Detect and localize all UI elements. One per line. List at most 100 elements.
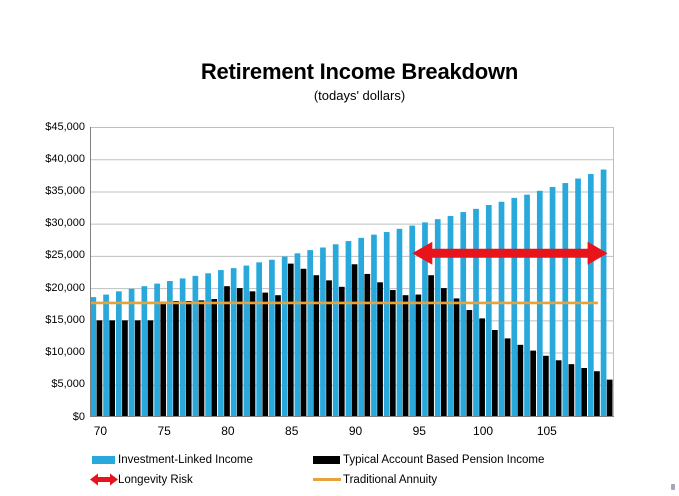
y-axis-label: $0 — [72, 410, 85, 423]
bar-investment-linked — [383, 232, 390, 417]
bar-investment-linked — [511, 197, 518, 417]
bar-investment-linked — [460, 212, 467, 417]
bar-pension — [173, 301, 179, 417]
bar-pension — [364, 273, 371, 417]
bar-pension — [377, 282, 383, 417]
bar-pension — [479, 318, 485, 417]
bar-investment-linked — [371, 234, 377, 417]
bar-pension — [440, 288, 447, 417]
bar-pension — [96, 320, 103, 417]
bar-investment-linked — [332, 244, 339, 417]
bar-investment-linked — [524, 194, 530, 417]
bar-pension — [122, 320, 128, 417]
bar-investment-linked — [154, 283, 160, 417]
bar-investment-linked — [269, 259, 275, 417]
bar-investment-linked — [243, 265, 250, 417]
x-axis-label: 80 — [221, 424, 235, 438]
bar-pension — [224, 286, 230, 417]
y-axis-label: $25,000 — [45, 249, 85, 262]
bar-pension — [504, 338, 511, 417]
y-axis-label: $5,000 — [51, 378, 85, 391]
x-axis-label: 95 — [412, 424, 426, 438]
bar-pension — [351, 264, 358, 417]
legend-label-annuity: Traditional Annuity — [343, 474, 438, 486]
bar-investment-linked — [90, 297, 97, 417]
bar-investment-linked — [434, 219, 441, 417]
bar-investment-linked — [103, 294, 109, 417]
bars-pension — [96, 263, 613, 417]
bar-investment-linked — [294, 253, 301, 417]
bar-investment-linked — [409, 225, 416, 417]
legend-label-investment-linked: Investment-Linked Income — [118, 454, 253, 466]
bar-pension — [453, 298, 460, 417]
y-axis-label: $10,000 — [45, 346, 85, 359]
bar-pension — [530, 350, 536, 417]
y-axis-label: $45,000 — [45, 120, 85, 133]
longevity-risk-arrow — [412, 241, 608, 265]
bar-investment-linked — [230, 268, 237, 417]
y-axis-label: $30,000 — [45, 217, 85, 230]
bar-pension — [338, 286, 345, 417]
x-axis-label: 90 — [348, 424, 363, 438]
bar-pension — [543, 355, 549, 417]
bar-investment-linked — [498, 201, 505, 417]
chart-title: Retirement Income Breakdown — [200, 59, 519, 84]
bar-pension — [581, 368, 588, 417]
bar-pension — [555, 360, 562, 417]
bar-investment-linked — [396, 228, 403, 417]
legend-swatch-annuity-icon — [313, 478, 341, 481]
bar-investment-linked — [600, 169, 607, 417]
bar-pension — [287, 263, 294, 417]
bar-pension — [236, 288, 243, 417]
bar-investment-linked — [320, 247, 326, 417]
x-axis-label: 75 — [157, 424, 171, 438]
bar-pension — [606, 379, 613, 417]
bar-pension — [313, 275, 320, 417]
bar-investment-linked — [307, 250, 314, 417]
legend-label-longevity: Longevity Risk — [118, 474, 193, 486]
bar-investment-linked — [256, 262, 263, 417]
bar-pension — [466, 310, 473, 417]
bar-investment-linked — [205, 273, 211, 417]
bar-investment-linked — [141, 286, 148, 417]
bar-investment-linked — [128, 288, 135, 417]
legend-swatch-pension-icon — [313, 456, 340, 464]
bar-investment-linked — [358, 237, 365, 417]
x-axis-label: 100 — [473, 424, 494, 438]
bar-pension — [300, 268, 307, 417]
bar-pension — [568, 364, 575, 417]
y-axis-label: $15,000 — [45, 313, 85, 326]
legend-swatch-longevity-arrow-icon — [90, 473, 118, 486]
bar-pension — [275, 295, 281, 417]
bar-pension — [492, 330, 498, 417]
legend-label-pension: Typical Account Based Pension Income — [343, 454, 545, 466]
bar-investment-linked — [473, 208, 479, 417]
bar-investment-linked — [179, 278, 186, 417]
bar-investment-linked — [422, 222, 428, 417]
bar-pension — [402, 295, 409, 417]
bar-investment-linked — [218, 270, 224, 417]
bar-pension — [134, 320, 141, 417]
bar-investment-linked — [575, 178, 581, 417]
legend-swatch-investment-linked-icon — [92, 456, 115, 464]
bar-pension — [109, 320, 116, 417]
bar-investment-linked — [345, 241, 352, 417]
bar-pension — [517, 344, 524, 417]
bar-investment-linked — [587, 174, 594, 417]
bar-investment-linked — [447, 215, 454, 417]
x-axis-label: 105 — [536, 424, 557, 438]
bar-investment-linked — [192, 275, 199, 417]
bar-pension — [249, 291, 256, 417]
bar-investment-linked — [562, 183, 569, 417]
bar-pension — [262, 292, 269, 417]
bar-pension — [198, 300, 205, 417]
bar-pension — [428, 275, 434, 417]
bar-pension — [160, 301, 167, 417]
bar-pension — [326, 280, 332, 417]
bar-pension — [147, 320, 154, 417]
bar-investment-linked — [485, 204, 492, 417]
bar-pension — [415, 294, 422, 417]
bar-investment-linked — [167, 281, 173, 417]
bar-pension — [594, 371, 600, 417]
